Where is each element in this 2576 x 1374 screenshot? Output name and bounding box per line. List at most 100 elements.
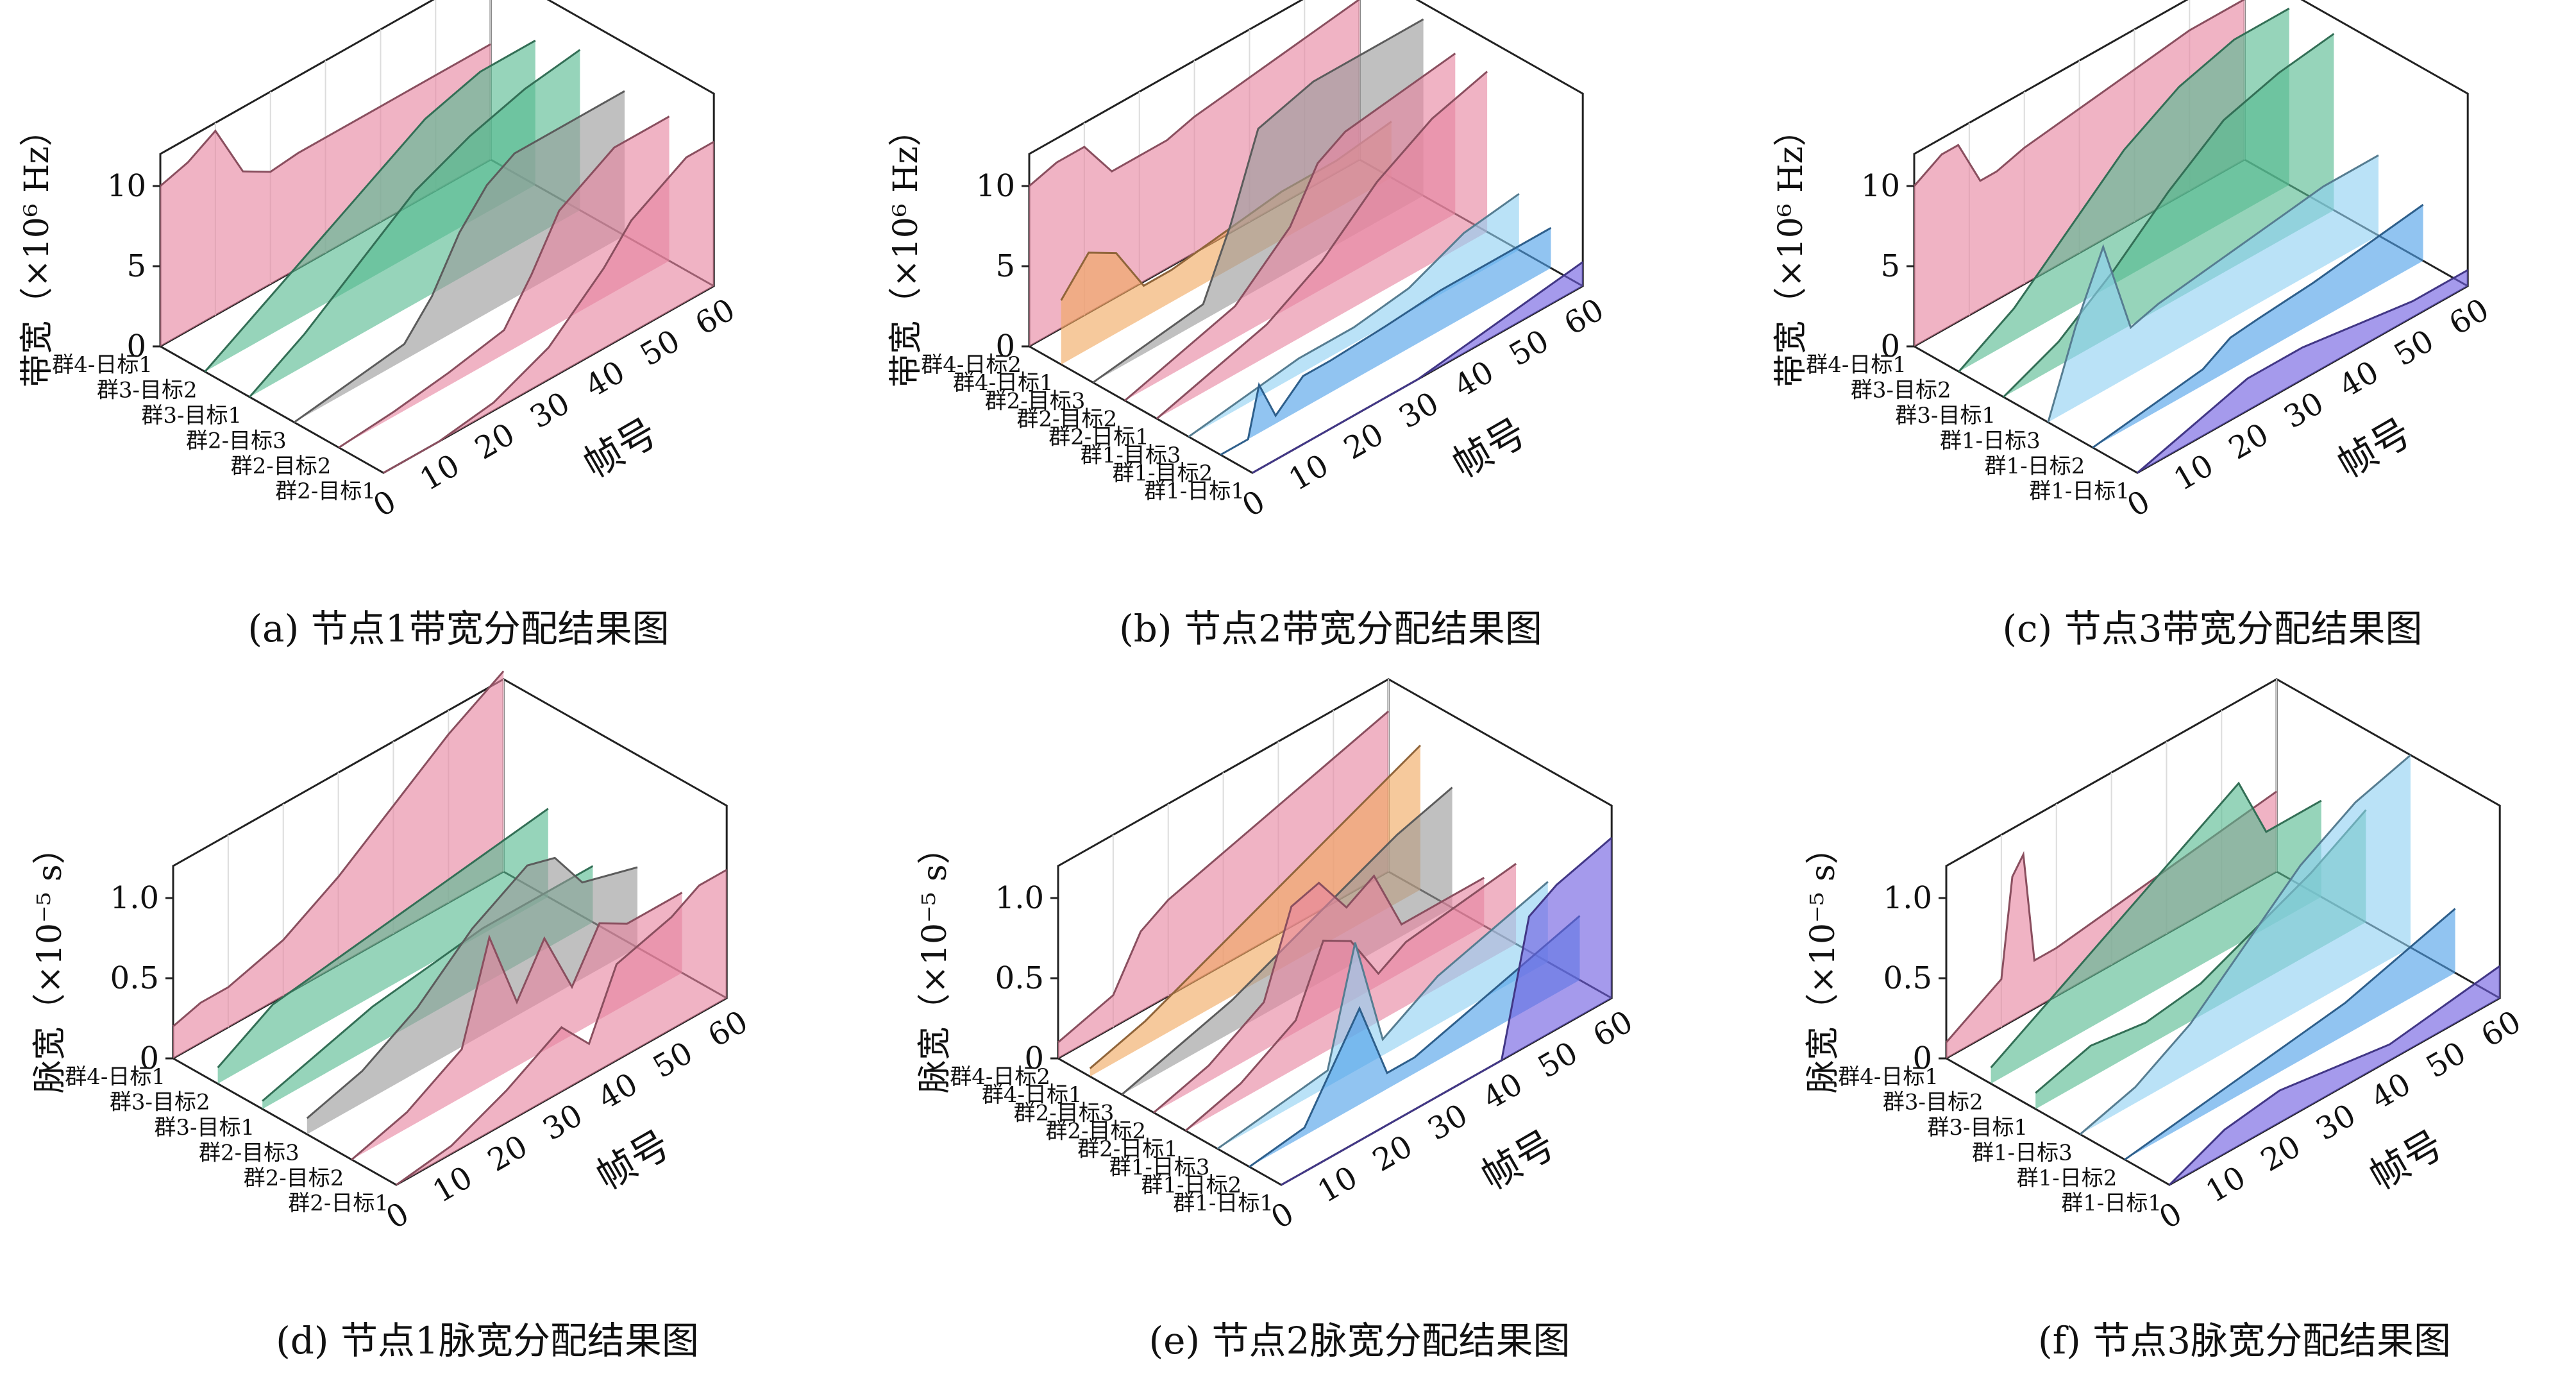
y-tick-label: 0 — [1880, 328, 1900, 364]
series-line — [204, 39, 536, 373]
series-line — [160, 43, 491, 187]
category-label: 群2-目标2 — [231, 454, 332, 479]
category-label: 群2-目标2 — [1016, 407, 1117, 432]
series-line — [396, 869, 727, 1186]
y-tick-label: 10 — [976, 168, 1015, 204]
x-axis-label: 帧号 — [1445, 410, 1534, 488]
x-tick-label: 50 — [2388, 323, 2440, 373]
x-tick-label: 30 — [524, 385, 576, 436]
x-tick-label: 40 — [2365, 1066, 2417, 1117]
y-tick-label: 0 — [995, 328, 1015, 364]
category-label: 群3-目标2 — [97, 377, 198, 403]
x-tick-label: 30 — [2278, 385, 2330, 436]
category-label: 群1-日标2 — [1141, 1173, 1242, 1198]
series-line — [306, 856, 638, 1119]
y-tick-label: 0.5 — [995, 960, 1044, 996]
series-area — [1958, 8, 2289, 372]
y-axis-label: 带宽（×10⁶ Hz） — [1772, 113, 1810, 387]
series-area — [160, 44, 491, 347]
series-area — [217, 808, 548, 1084]
category-label: 群2-目标3 — [1014, 1100, 1115, 1126]
category-label: 群1-日标1 — [2029, 479, 2130, 504]
subplot-caption: (b) 节点2带宽分配结果图 — [1119, 607, 1542, 650]
category-label: 群2-日标1 — [288, 1191, 389, 1216]
series-line — [2079, 754, 2411, 1135]
x-tick-label: 20 — [2255, 1128, 2307, 1179]
series-area — [1093, 19, 1424, 383]
y-tick-label: 1.0 — [110, 880, 159, 916]
series-area — [1220, 228, 1551, 455]
series-line — [293, 90, 625, 423]
x-axis-label: 帧号 — [2362, 1122, 2451, 1200]
x-tick-label: 10 — [1283, 447, 1334, 498]
x-tick-label: 20 — [2223, 416, 2275, 467]
series-line — [1220, 226, 1552, 456]
series-line — [1216, 881, 1549, 1150]
series-area — [249, 49, 580, 397]
series-area — [1914, 0, 2245, 346]
series-area — [2048, 155, 2378, 423]
series-line — [1281, 836, 1613, 1186]
x-tick-label: 30 — [1393, 385, 1445, 436]
category-label: 群1-目标3 — [1081, 443, 1181, 468]
y-tick-label: 5 — [995, 248, 1015, 284]
category-label: 群3-目标1 — [1895, 403, 1996, 428]
category-label: 群4-日标1 — [1806, 352, 1907, 378]
category-label: 群4-日标1 — [52, 352, 153, 378]
category-label: 群3-目标1 — [1927, 1115, 2028, 1141]
x-tick-label: 60 — [689, 292, 741, 343]
subplot-f: 00.51.0脉宽（×10⁻⁵ s）群4-日标1群3-目标2群3-目标1群1-日… — [1804, 678, 2527, 1362]
y-tick-label: 0 — [1912, 1040, 1932, 1076]
x-tick-label: 30 — [1422, 1097, 1474, 1148]
subplot-caption: (a) 节点1带宽分配结果图 — [248, 607, 669, 650]
y-axis-label: 脉宽（×10⁻⁵ s） — [916, 831, 954, 1093]
y-tick-label: 0.5 — [110, 960, 159, 996]
y-axis-label: 脉宽（×10⁻⁵ s） — [31, 831, 69, 1093]
series-area — [205, 40, 535, 372]
category-label: 群4-日标1 — [1838, 1064, 1939, 1090]
x-tick-label: 60 — [2475, 1004, 2527, 1055]
series-line — [2092, 203, 2424, 449]
series-line — [1184, 863, 1517, 1132]
category-label: 群4-日标1 — [953, 370, 1054, 396]
series-line — [217, 808, 549, 1069]
x-tick-label: 10 — [414, 447, 466, 498]
series-line — [173, 670, 505, 1028]
x-tick-label: 50 — [1503, 323, 1555, 373]
series-line — [2003, 33, 2335, 398]
series-line — [1188, 192, 1520, 438]
series-line — [1990, 781, 2322, 1069]
series-area — [307, 858, 637, 1135]
x-tick-label: 10 — [1311, 1159, 1363, 1210]
subplot-caption: (c) 节点3带宽分配结果图 — [2002, 607, 2422, 650]
y-axis-label: 脉宽（×10⁻⁵ s） — [1804, 831, 1842, 1093]
category-label: 群3-目标2 — [1883, 1089, 1983, 1115]
category-label: 群3-目标2 — [110, 1089, 210, 1115]
series-line — [351, 892, 683, 1160]
x-tick-label: 10 — [2168, 447, 2219, 498]
x-axis-label: 帧号 — [1474, 1122, 1563, 1200]
series-line — [2137, 269, 2468, 474]
y-tick-label: 5 — [1880, 248, 1900, 284]
series-line — [2168, 965, 2501, 1186]
subplot-caption: (e) 节点2脉宽分配结果图 — [1149, 1319, 1570, 1362]
x-tick-label: 20 — [482, 1128, 534, 1179]
x-tick-label: 50 — [2420, 1035, 2472, 1085]
subplot-e: 0 0.5 1.0 脉宽（×10⁻⁵ s）群4-日标2群4-日标1群2-目标3群2-目… — [916, 678, 1639, 1362]
series-area — [1991, 783, 2321, 1084]
x-tick-label: 50 — [634, 323, 686, 373]
category-label: 群2-目标3 — [985, 388, 1086, 414]
series-line — [338, 115, 670, 449]
x-axis-label: 帧号 — [2330, 410, 2419, 488]
y-tick-label: 10 — [1861, 168, 1900, 204]
y-tick-label: 0 — [139, 1040, 159, 1076]
x-tick-label: 50 — [647, 1035, 699, 1085]
category-label: 群1-日标1 — [1144, 479, 1245, 504]
category-label: 群4-日标2 — [950, 1064, 1050, 1090]
x-tick-label: 20 — [1367, 1128, 1418, 1179]
series-area — [1281, 838, 1612, 1185]
y-tick-label: 1.0 — [1883, 880, 1932, 916]
category-label: 群1-日标1 — [1173, 1191, 1274, 1216]
